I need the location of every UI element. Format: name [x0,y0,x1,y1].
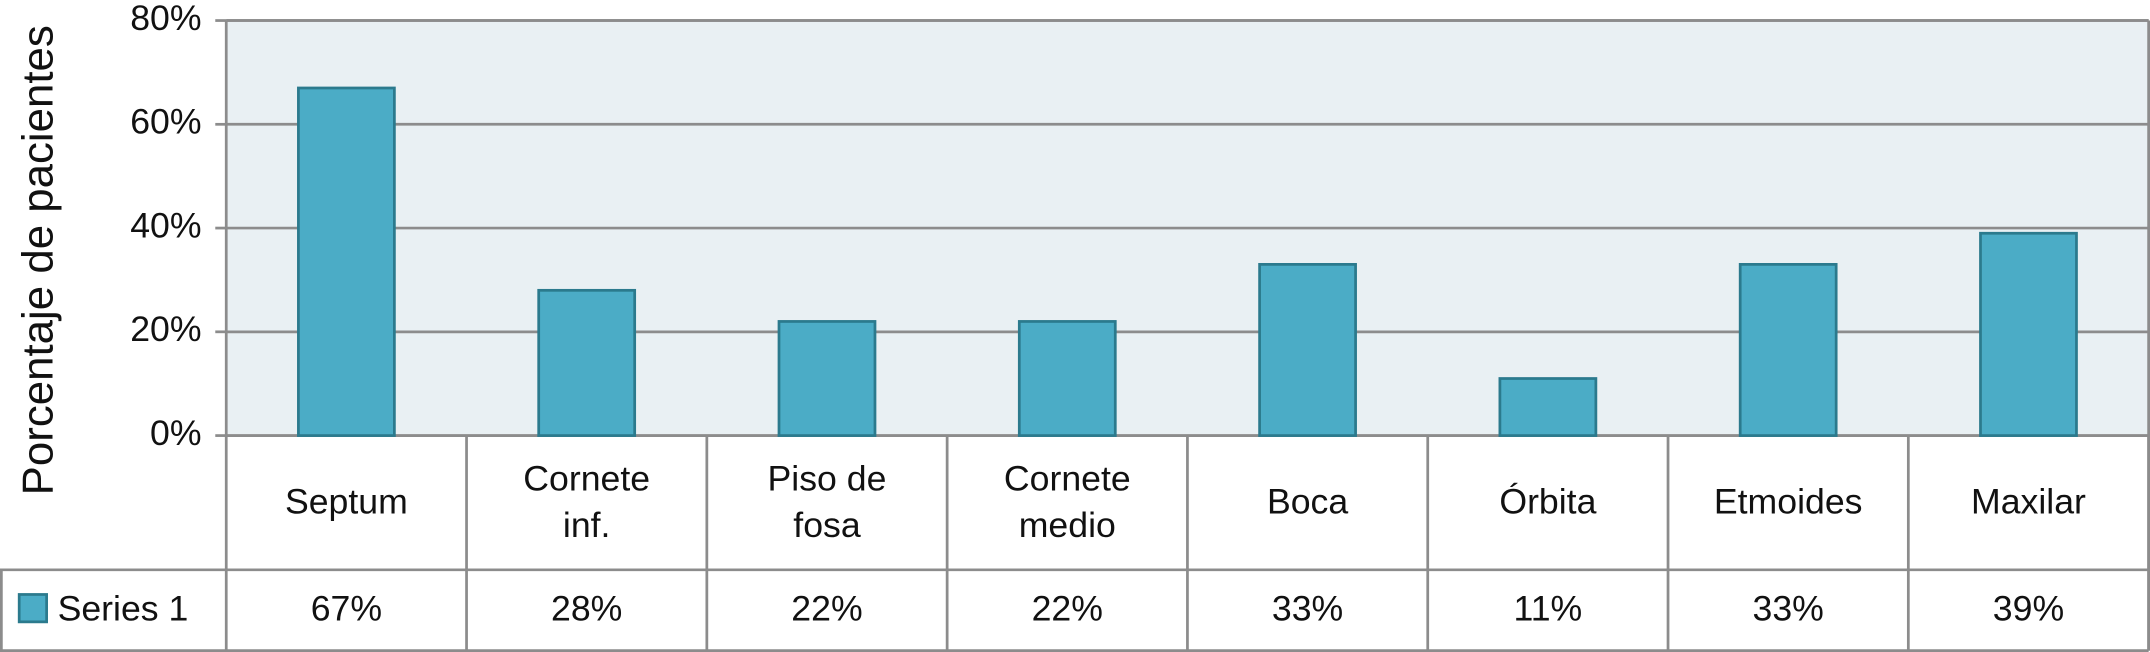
data-table-value: 22% [791,588,862,628]
x-tick-label: Piso de fosa [767,457,887,546]
x-tick-label: Órbita [1499,480,1597,523]
data-table-value: 22% [1032,588,1103,628]
data-table-value: 28% [551,588,622,628]
x-tick-label: Etmoides [1713,480,1863,523]
category-cell: Cornete medio [1003,457,1131,546]
data-table-value: 67% [311,588,382,628]
legend-swatch [17,593,48,624]
bar [1017,320,1117,437]
y-tick-label: 40% [130,205,201,245]
bar [297,86,396,437]
data-table-value: 11% [1514,588,1583,628]
category-cell: Órbita [1499,480,1597,523]
category-cell: Cornete inf. [523,457,651,546]
category-cell: Etmoides [1713,480,1863,523]
bar [537,288,637,437]
bar [1738,263,1838,437]
data-table-value: 39% [1993,588,2064,628]
bar [777,320,877,437]
data-table-value: 33% [1272,588,1343,628]
y-tick-label: 0% [150,413,202,453]
y-tick-label: 20% [130,309,201,349]
x-tick-label: Maxilar [1971,480,2086,523]
bar [1498,377,1598,437]
x-tick-label: Septum [284,480,408,523]
x-tick-label: Boca [1266,480,1349,523]
y-tick-label: 80% [130,0,201,38]
x-tick-label: Cornete medio [1003,457,1131,546]
bar [1258,263,1357,437]
bar [1979,231,2078,437]
x-tick-label: Cornete inf. [523,457,651,546]
category-cell: Boca [1266,480,1349,523]
legend-label: Series 1 [58,588,189,628]
data-table-value: 33% [1753,588,1824,628]
category-cell: Maxilar [1971,480,2086,523]
y-tick-label: 60% [130,102,201,142]
category-cell: Septum [284,480,408,523]
category-cell: Piso de fosa [767,457,887,546]
y-axis-title: Porcentaje de pacientes [14,25,63,495]
